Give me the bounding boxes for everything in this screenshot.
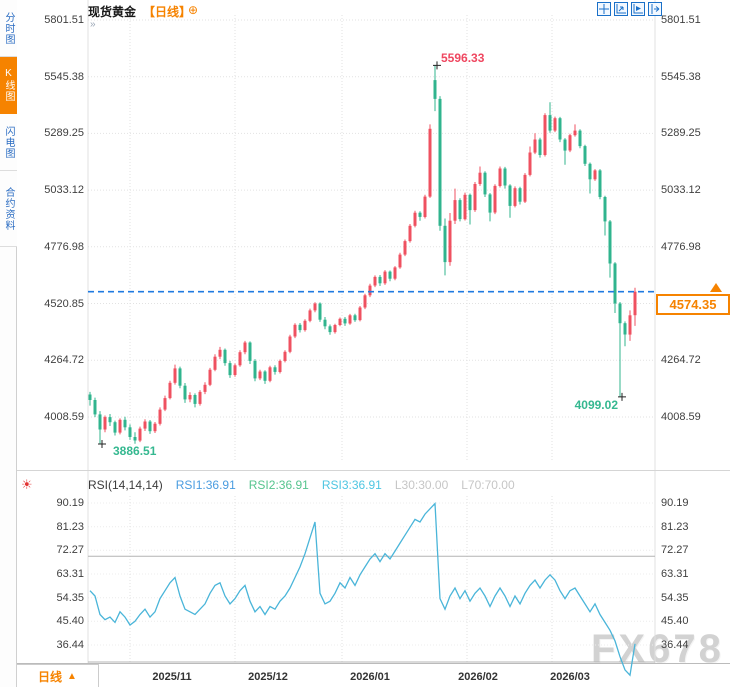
sidebar-tab-kline-chart[interactable]: K线图 — [0, 57, 17, 114]
symbol-title: 现货黄金 — [88, 5, 137, 19]
low-price-annotation: 4099.02 — [574, 398, 618, 412]
shift-right-icon[interactable] — [648, 2, 662, 16]
crosshair-pan-icon[interactable] — [597, 2, 611, 16]
min-price-annotation: 3886.51 — [113, 444, 157, 458]
period-tab-daily[interactable]: 日线 ▲ — [17, 664, 99, 687]
price-up-arrow-icon — [710, 283, 722, 292]
period-selector[interactable]: 【日线】 — [143, 5, 192, 19]
chart-forward-icon[interactable] — [631, 2, 645, 16]
auto-scale-icon[interactable] — [614, 2, 628, 16]
indicator-settings-icon[interactable]: ☀ — [21, 477, 33, 492]
rsi-l70-label: L70:70.00 — [461, 478, 515, 492]
rsi-indicator-header: RSI(14,14,14) RSI1:36.91 RSI2:36.91 RSI3… — [88, 478, 515, 492]
rsi-title: RSI(14,14,14) — [88, 478, 163, 492]
chart-type-sidebar: 分时图 K线图 闪电图 合约资料 — [0, 0, 17, 687]
rsi1-value: RSI1:36.91 — [175, 478, 236, 492]
rsi-l30-label: L30:30.00 — [394, 478, 449, 492]
add-indicator-icon[interactable]: ⊕ — [188, 3, 199, 17]
rsi2-value: RSI2:36.91 — [248, 478, 309, 492]
rsi3-value: RSI3:36.91 — [321, 478, 382, 492]
sidebar-tab-contract-info[interactable]: 合约资料 — [0, 171, 17, 247]
sidebar-tab-lightning-chart[interactable]: 闪电图 — [0, 114, 17, 171]
sidebar-tab-time-chart[interactable]: 分时图 — [0, 0, 17, 57]
period-tab-label: 日线 — [38, 669, 63, 684]
chart-toolbar — [597, 2, 662, 16]
current-price-tag: 4574.35 — [656, 294, 730, 315]
period-tab-arrow-icon: ▲ — [67, 670, 77, 682]
high-price-annotation: 5596.33 — [441, 51, 485, 65]
collapse-panel-icon[interactable]: » — [90, 19, 96, 30]
